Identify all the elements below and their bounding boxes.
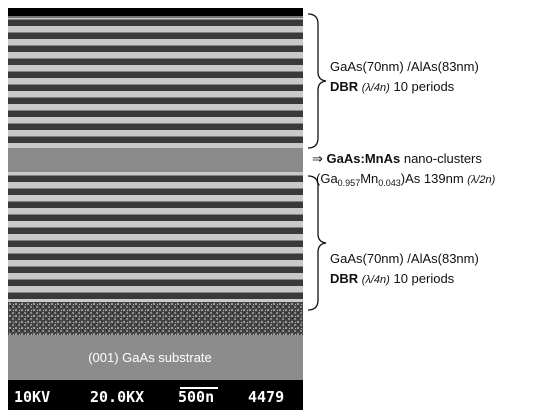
comp-open: (Ga bbox=[316, 171, 338, 186]
cavity-layer bbox=[8, 148, 303, 172]
bottom-layers: GaAs(70nm) /AlAs(83nm) bbox=[330, 251, 479, 266]
dbr-label: DBR bbox=[330, 79, 359, 94]
bottom-dbr-layers bbox=[8, 172, 303, 302]
ga-fraction: 0.957 bbox=[338, 178, 361, 188]
composition: (Ga0.957Mn0.043)As 139nm (λ/2n) bbox=[316, 171, 496, 188]
top-brace bbox=[308, 14, 326, 148]
interface bbox=[8, 302, 303, 335]
figure: (001) GaAs substrate 10KV 20.0KX 500n 44… bbox=[0, 0, 543, 410]
dbr-label: DBR bbox=[330, 271, 359, 286]
footer-voltage: 10KV bbox=[14, 388, 50, 406]
middle-text: ⇒ GaAs:MnAs nano-clusters bbox=[312, 151, 482, 166]
bottom-dbr-text: DBR (λ/4n) 10 periods bbox=[330, 271, 455, 286]
wavelength: (λ/4n) bbox=[362, 82, 390, 94]
top-bar bbox=[8, 8, 303, 16]
wavelength: (λ/4n) bbox=[362, 274, 390, 286]
periods: 10 periods bbox=[393, 271, 454, 286]
top-dbr-layers bbox=[8, 18, 303, 148]
top-layers: GaAs(70nm) /AlAs(83nm) bbox=[330, 59, 479, 74]
description: nano-clusters bbox=[404, 151, 483, 166]
periods: 10 periods bbox=[393, 79, 454, 94]
comp-wavelength: (λ/2n) bbox=[467, 174, 495, 186]
mn: Mn bbox=[360, 171, 378, 186]
top-dbr-text: DBR (λ/4n) 10 periods bbox=[330, 79, 455, 94]
footer-scale: 500n bbox=[178, 388, 214, 406]
footer-magnification: 20.0KX bbox=[90, 388, 144, 406]
footer-id: 4479 bbox=[248, 388, 284, 406]
material: GaAs:MnAs bbox=[327, 151, 401, 166]
page: (001) GaAs substrate 10KV 20.0KX 500n 44… bbox=[0, 0, 543, 410]
arrow: ⇒ bbox=[312, 151, 323, 166]
mn-fraction: 0.043 bbox=[378, 178, 401, 188]
bottom-brace bbox=[308, 176, 326, 310]
substrate-label: (001) GaAs substrate bbox=[88, 350, 212, 365]
comp-rest: )As 139nm bbox=[401, 171, 464, 186]
micrograph: (001) GaAs substrate 10KV 20.0KX 500n 44… bbox=[8, 8, 303, 410]
